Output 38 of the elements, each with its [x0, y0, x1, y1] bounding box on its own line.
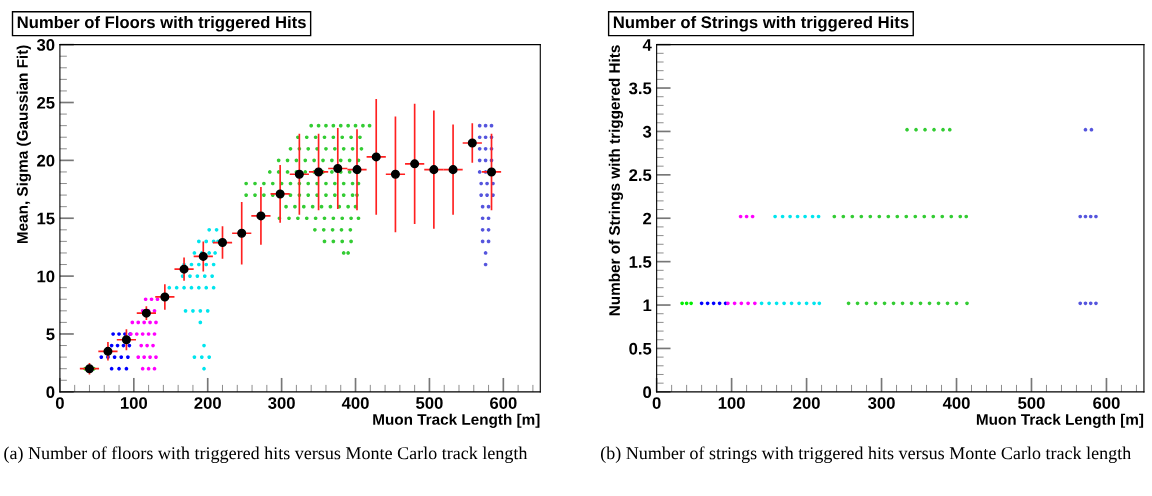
x-tick-label: 400 — [942, 397, 970, 409]
y-tick-label: 0 — [643, 386, 652, 399]
y-tick-label: 25 — [37, 96, 55, 109]
x-axis-title: Muon Track Length [m] — [373, 413, 540, 428]
x-tick-label: 500 — [1018, 397, 1045, 409]
x-tick-label: 0 — [652, 397, 661, 409]
x-tick-label: 100 — [718, 397, 745, 409]
y-tick-label: 3.5 — [629, 82, 652, 95]
y-axis-title: Mean, Sigma (Gaussian Fit) — [16, 45, 31, 244]
x-tick-label: 0 — [55, 397, 64, 409]
x-tick-label: 600 — [1093, 397, 1120, 409]
y-tick-label: 15 — [37, 212, 55, 225]
text: (a) Number of floors with triggered hits versus Monte Carlo track length — [4, 446, 528, 464]
y-tick-label: 20 — [37, 154, 55, 167]
y-axis-title: Number of Strings with triggered Hits — [608, 45, 624, 316]
y-tick-label: 0.5 — [629, 342, 652, 355]
x-tick-label: 500 — [416, 397, 443, 409]
x-tick-label: 400 — [341, 397, 369, 409]
y-tick-label: 4 — [642, 39, 652, 51]
x-axis-title: Muon Track Length [m] — [976, 413, 1144, 428]
text: (b) Number of strings with triggered hits versus Monte Carlo track length — [600, 446, 1131, 464]
chart-title: Number of Floors with triggered Hits — [17, 15, 306, 32]
y-tick-label: 0 — [46, 386, 55, 399]
y-tick-label: 30 — [36, 39, 55, 51]
x-tick-label: 200 — [194, 397, 221, 409]
x-tick-label: 100 — [120, 397, 148, 409]
x-tick-label: 600 — [490, 397, 517, 409]
y-tick-label: 10 — [37, 270, 55, 283]
y-tick-label: 5 — [46, 328, 55, 341]
x-tick-label: 300 — [268, 397, 295, 409]
x-tick-label: 200 — [793, 397, 820, 409]
x-tick-label: 300 — [868, 397, 895, 409]
y-tick-label: 2.5 — [629, 169, 652, 182]
y-tick-label: 1.5 — [629, 256, 652, 268]
y-tick-label: 1 — [643, 299, 652, 312]
y-tick-label: 2 — [643, 212, 652, 225]
chart-title: Number of Strings with triggered Hits — [613, 15, 909, 32]
y-tick-label: 3 — [642, 125, 652, 138]
